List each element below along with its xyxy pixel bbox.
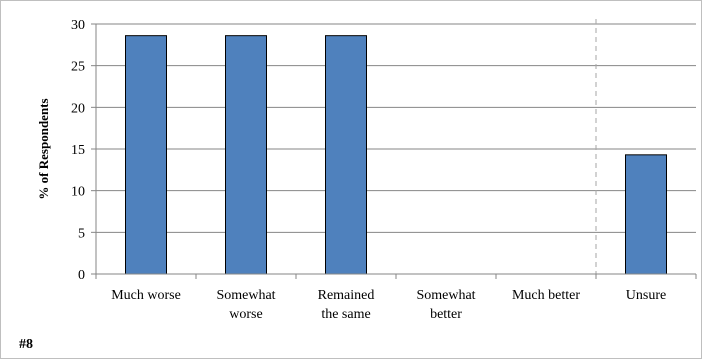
y-tick-label: 30 [71, 18, 85, 33]
bar-much-worse [125, 35, 167, 275]
bar-remained-the-same [325, 35, 367, 275]
x-tick-label: Much better [512, 288, 580, 303]
bar-unsure [625, 154, 667, 275]
y-axis-label: % of Respondents [36, 98, 51, 199]
y-tick-label: 10 [71, 185, 85, 200]
x-tick-label: Somewhat worse [216, 288, 275, 322]
x-tick-label: Somewhat better [416, 288, 475, 322]
y-tick-label: 20 [71, 101, 85, 116]
figure-number: #8 [19, 337, 33, 352]
bar-somewhat-worse [225, 35, 267, 275]
y-tick-label: 15 [71, 143, 85, 158]
x-tick-label: Remained the same [318, 288, 375, 322]
y-tick-label: 5 [78, 226, 85, 241]
x-tick-label: Unsure [626, 288, 666, 303]
x-tick-label: Much worse [111, 288, 181, 303]
y-tick-label: 25 [71, 60, 85, 75]
y-tick-label: 0 [78, 268, 85, 283]
